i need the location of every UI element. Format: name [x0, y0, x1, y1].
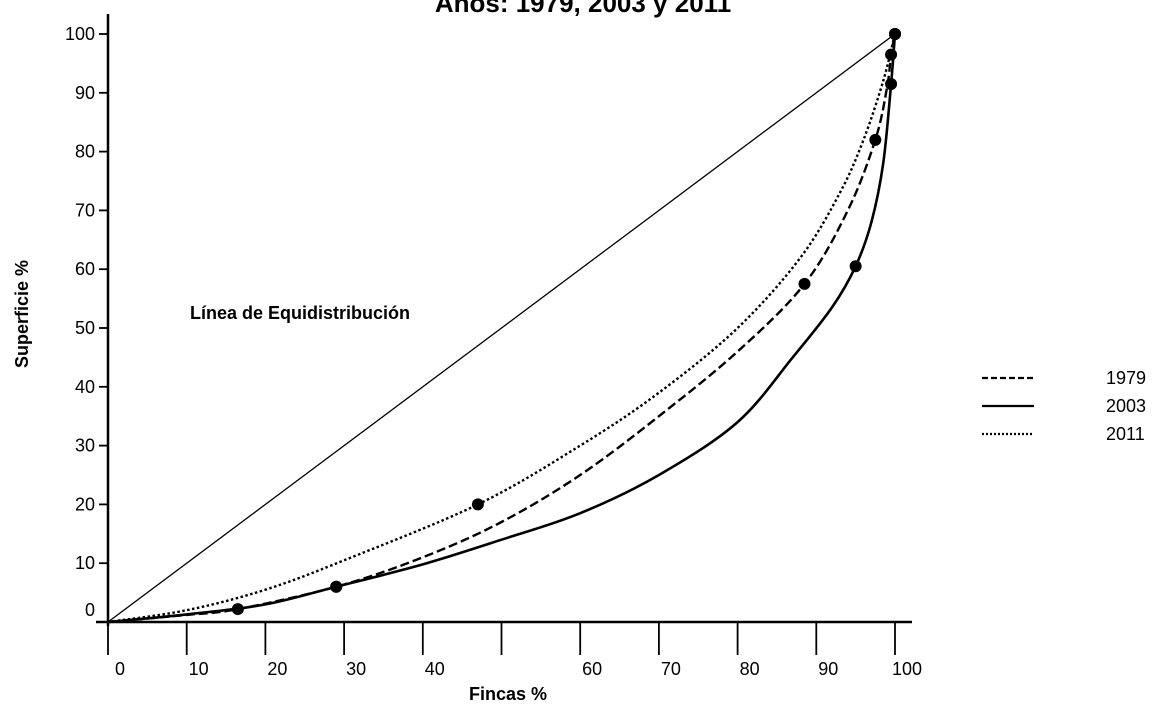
x-tick-label: 90: [818, 659, 838, 679]
x-tick-label: 70: [661, 659, 681, 679]
equidistribution-annotation: Línea de Equidistribución: [190, 303, 410, 323]
data-point-2011: [471, 498, 484, 511]
y-tick-label: 60: [75, 259, 95, 279]
y-tick-label: 70: [75, 200, 95, 220]
y-tick-label: 50: [75, 318, 95, 338]
x-tick-label: 100: [892, 659, 922, 679]
data-point-2011: [889, 28, 901, 40]
x-tick-label: 30: [346, 659, 366, 679]
data-point-2003: [885, 77, 898, 90]
data-point-1979: [885, 48, 898, 61]
legend-label-2003: 2003: [1106, 396, 1146, 416]
y-tick-label: 20: [75, 494, 95, 514]
y-tick-label: 100: [65, 24, 95, 44]
y-axis-title: Superficie %: [12, 260, 32, 368]
legend: 1979 2003 2011: [982, 368, 1146, 444]
legend-label-2011: 2011: [1106, 424, 1145, 444]
y-tick-label: 90: [75, 83, 95, 103]
plot-area: 0 10 20 30 40 50 60 70 80 90 100 0 10 20 30 40 60 70 80 90 1…: [65, 14, 922, 679]
y-tick-label: 10: [75, 553, 95, 573]
x-tick-label: 40: [425, 659, 445, 679]
series-line-2003: [107, 33, 897, 624]
equidistribution-line: [107, 33, 896, 623]
y-tick-label: 40: [75, 377, 95, 397]
chart-title: Años: 1979, 2003 y 2011: [435, 0, 731, 18]
series-layer: [107, 28, 901, 624]
data-point-2003: [330, 580, 343, 593]
x-tick-label: 60: [582, 659, 602, 679]
x-tick-label: 10: [189, 659, 209, 679]
series-line-2011: [107, 33, 897, 624]
y-tick-label: 80: [75, 142, 95, 162]
legend-label-1979: 1979: [1106, 368, 1146, 388]
x-tick-label: 0: [115, 659, 125, 679]
x-axis-title: Fincas %: [469, 684, 547, 704]
data-point-1979: [231, 603, 244, 616]
data-point-2003: [849, 260, 862, 273]
axes-layer: 0 10 20 30 40 50 60 70 80 90 100 0 10 20 30 40 60 70 80 90 1…: [65, 14, 922, 679]
y-tick-label: 0: [85, 600, 95, 620]
data-point-1979: [869, 133, 882, 146]
x-tick-label: 20: [267, 659, 287, 679]
data-point-1979: [798, 277, 811, 290]
x-tick-label: 80: [740, 659, 760, 679]
y-tick-label: 30: [75, 436, 95, 456]
